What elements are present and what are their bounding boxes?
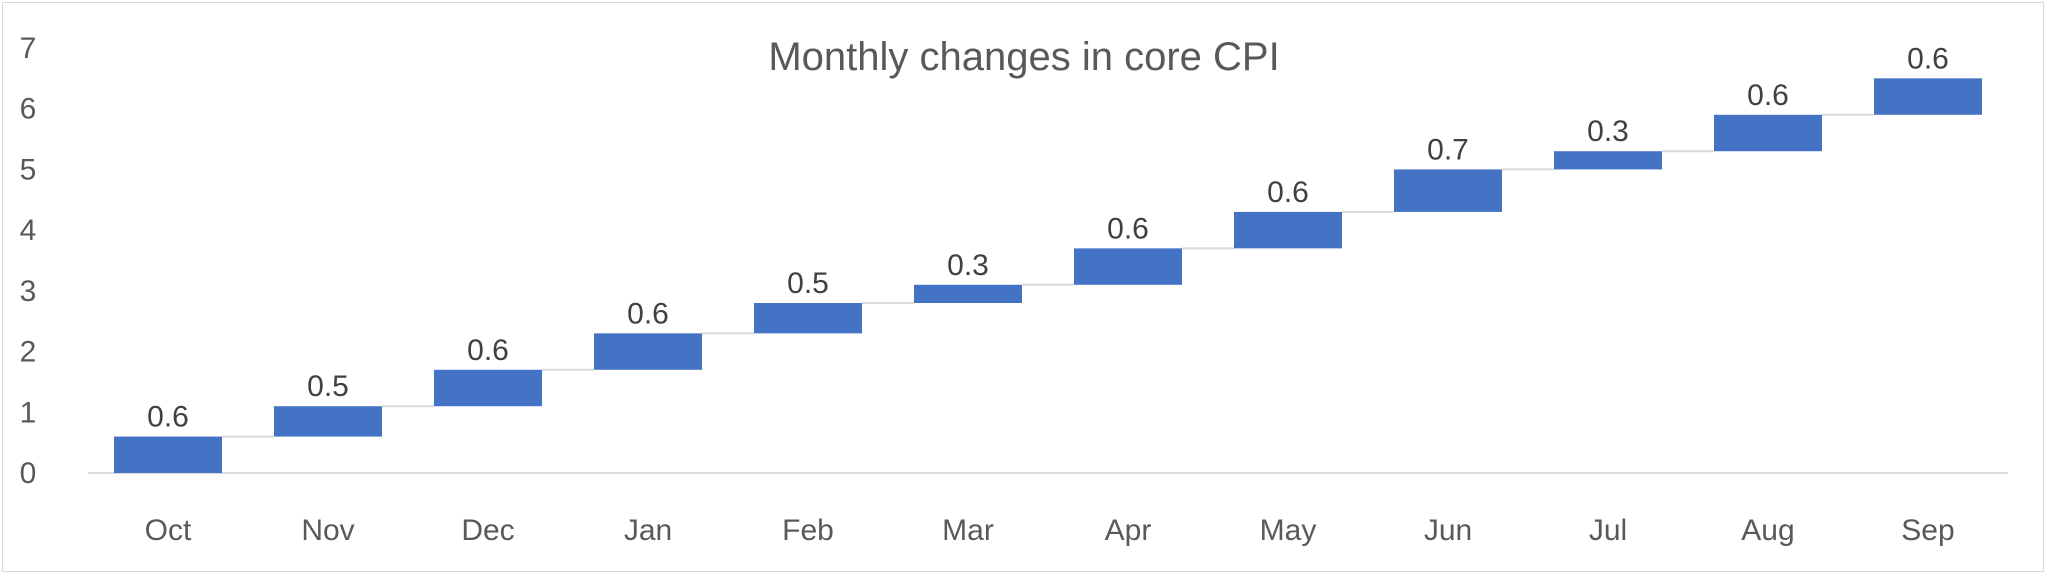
bar — [1394, 169, 1502, 212]
data-label: 0.6 — [1747, 79, 1789, 112]
connector-lines — [222, 113, 1874, 438]
x-tick-label: Jun — [1424, 514, 1472, 547]
y-tick-label: 2 — [20, 336, 37, 369]
x-tick-label: Jan — [624, 514, 672, 547]
bar — [274, 406, 382, 437]
data-label: 0.6 — [1107, 212, 1149, 245]
data-labels: 0.6 0.5 0.6 0.6 0.5 0.3 0.6 0.6 0.7 0.3 0.6 0.6 — [147, 42, 1949, 433]
bar — [114, 436, 222, 473]
bar — [1074, 248, 1182, 285]
x-tick-label: Feb — [782, 514, 834, 547]
bar — [754, 303, 862, 334]
data-label: 0.3 — [1587, 115, 1629, 148]
x-tick-label: Jul — [1589, 514, 1627, 547]
y-axis-ticks: 0 1 2 3 4 5 6 7 — [20, 32, 37, 490]
x-tick-label: May — [1260, 514, 1317, 547]
x-tick-label: Sep — [1901, 514, 1954, 547]
y-tick-label: 6 — [20, 93, 37, 126]
bar — [434, 369, 542, 407]
bar — [1554, 151, 1662, 170]
data-label: 0.5 — [787, 267, 829, 300]
y-tick-label: 1 — [20, 396, 37, 429]
bar — [1234, 211, 1342, 249]
x-tick-label: Mar — [942, 514, 994, 547]
data-label: 0.6 — [147, 401, 189, 434]
bar — [1874, 78, 1982, 115]
y-tick-label: 7 — [20, 32, 37, 65]
y-tick-label: 0 — [20, 457, 37, 490]
data-label: 0.7 — [1427, 133, 1469, 166]
x-tick-label: Nov — [301, 514, 354, 547]
bars — [114, 78, 1982, 473]
x-tick-label: Apr — [1105, 514, 1152, 547]
x-tick-label: Oct — [145, 514, 192, 547]
x-tick-label: Dec — [461, 514, 514, 547]
y-tick-label: 4 — [20, 214, 37, 247]
data-label: 0.6 — [1907, 42, 1949, 75]
data-label: 0.5 — [307, 370, 349, 403]
chart-title: Monthly changes in core CPI — [768, 35, 1279, 79]
y-tick-label: 5 — [20, 153, 37, 186]
data-label: 0.6 — [627, 297, 669, 330]
data-label: 0.3 — [947, 249, 989, 282]
bar — [914, 284, 1022, 303]
data-label: 0.6 — [467, 334, 509, 367]
x-tick-label: Aug — [1741, 514, 1794, 547]
bar — [594, 333, 702, 370]
bar — [1714, 114, 1822, 152]
data-label: 0.6 — [1267, 176, 1309, 209]
y-tick-label: 3 — [20, 275, 37, 308]
x-axis-ticks: Oct Nov Dec Jan Feb Mar Apr May Jun Jul Aug Sep — [145, 514, 1955, 547]
